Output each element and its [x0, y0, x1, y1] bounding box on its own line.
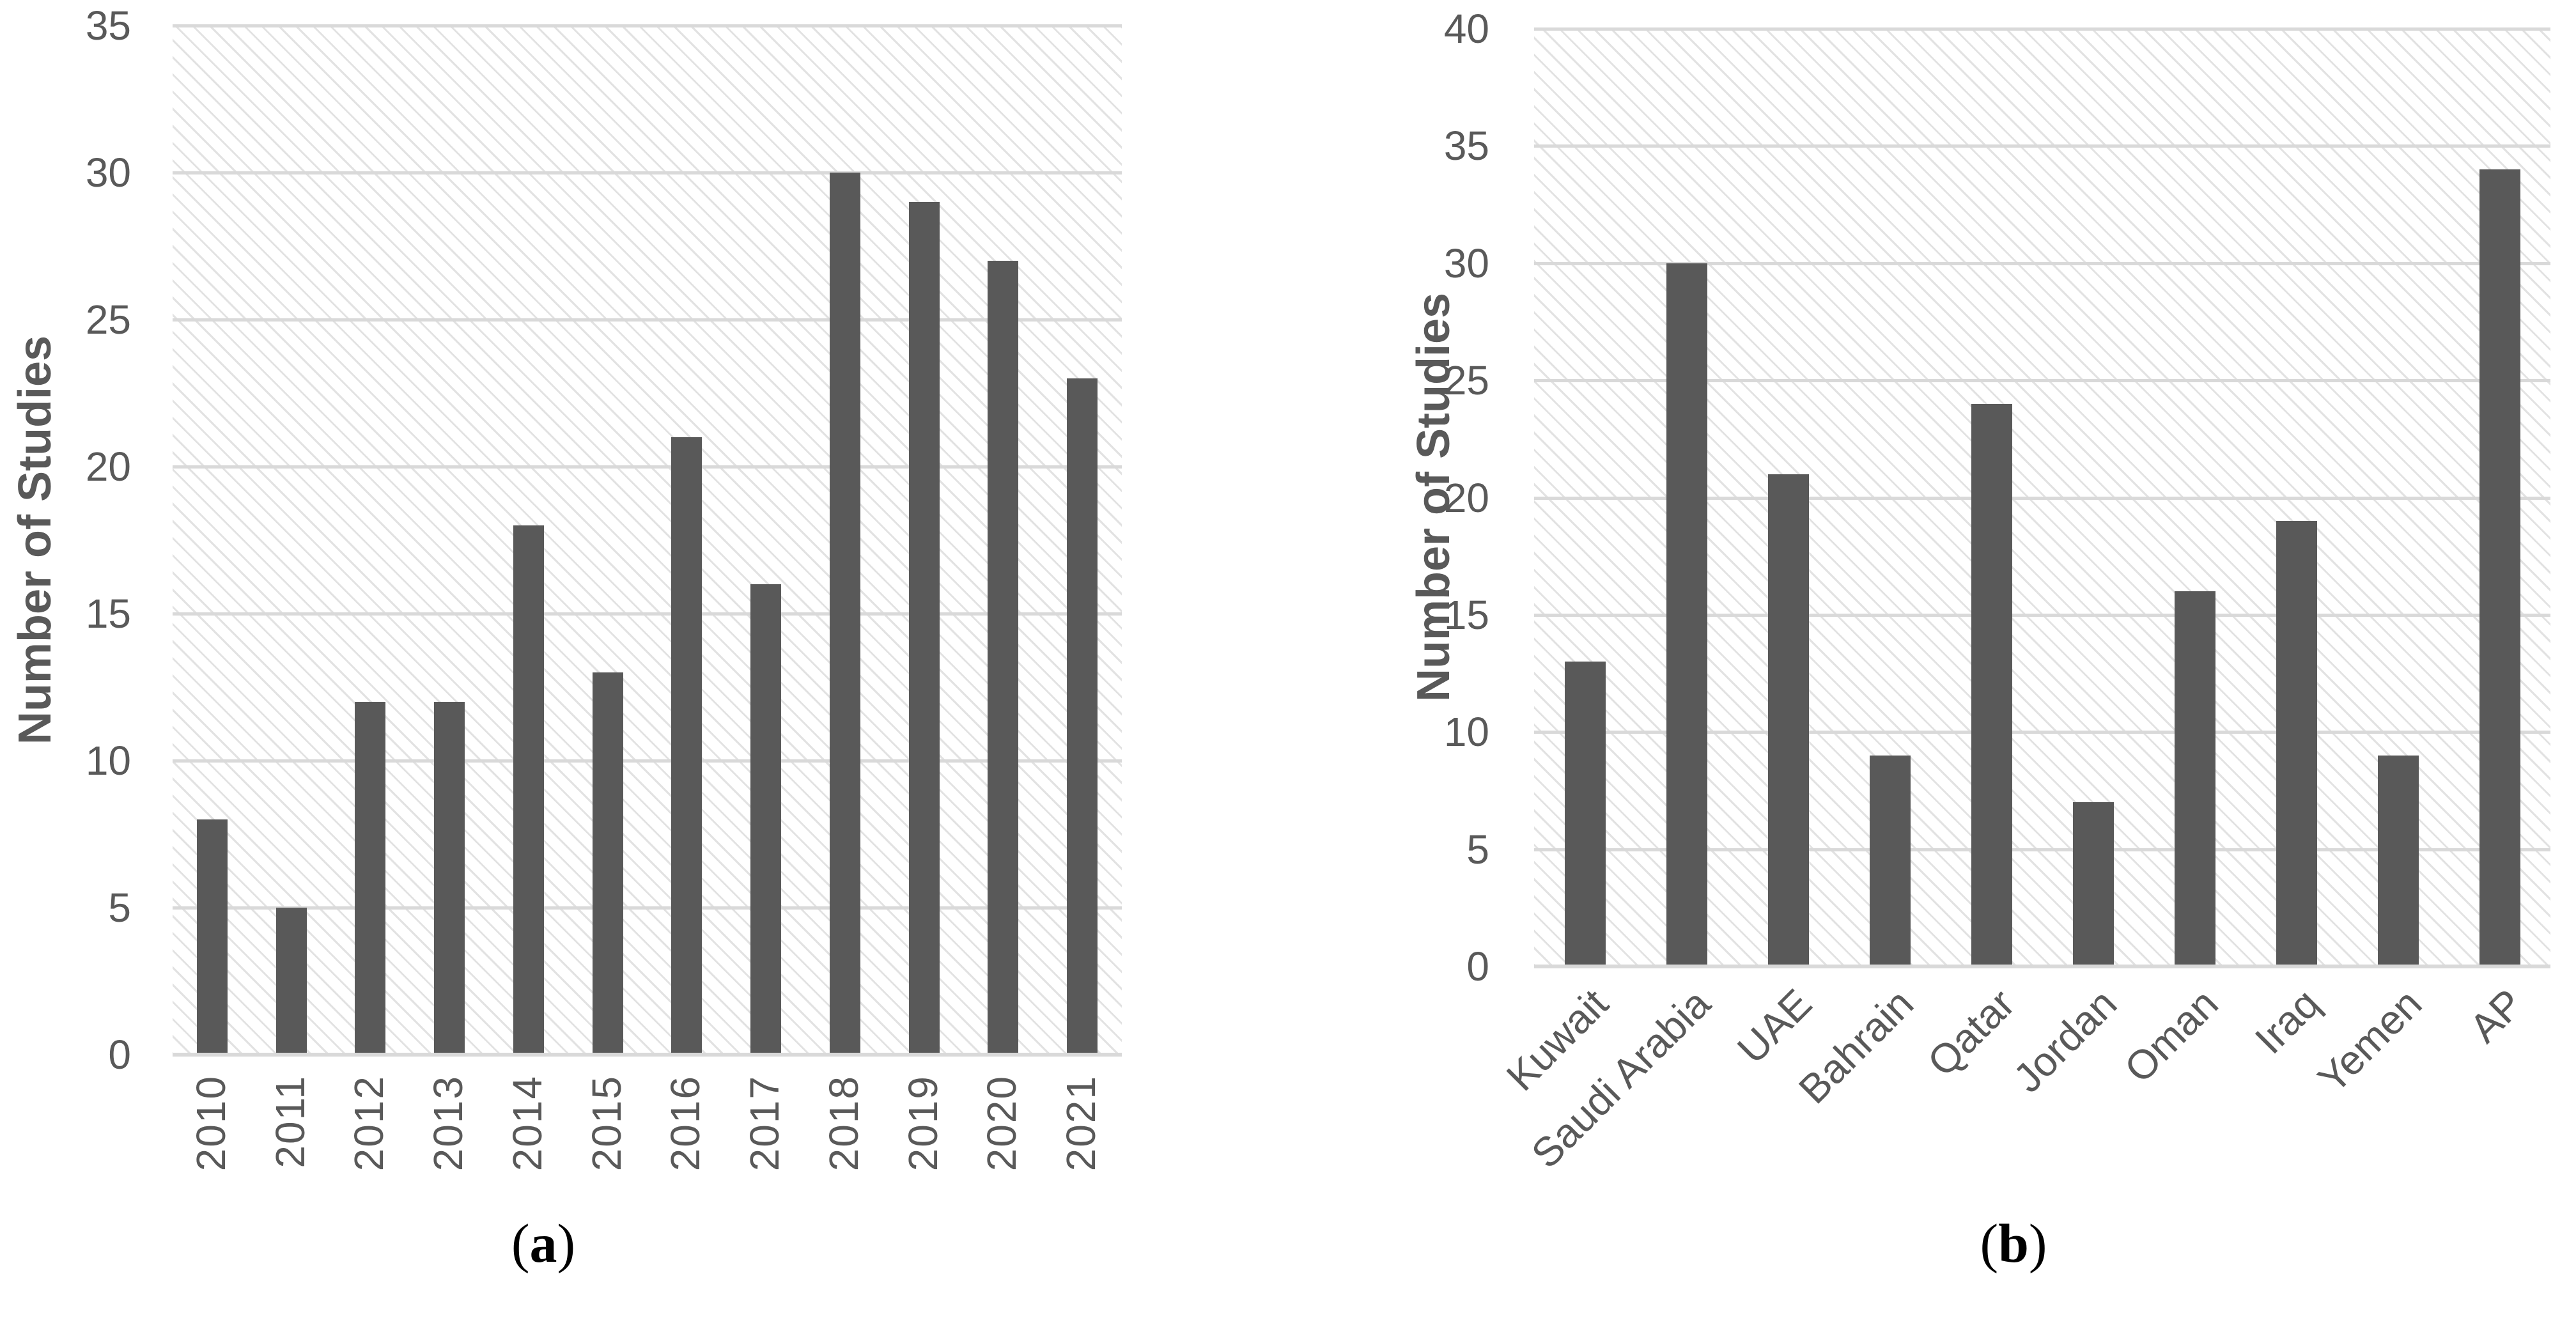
y-tick-b-15: 15: [1443, 591, 1489, 638]
gridline-a-10: [173, 759, 1122, 763]
x-tick-b-uae: UAE: [1728, 980, 1820, 1073]
caption-b: (b): [1860, 1211, 2167, 1275]
gridline-a-35: [173, 24, 1122, 27]
x-tick-b-yemen: Yemen: [2308, 980, 2430, 1102]
caption-a: (a): [390, 1211, 697, 1275]
gridline-a-5: [173, 906, 1122, 910]
bar-a-2018: [829, 173, 860, 1055]
bar-a-2014: [513, 525, 544, 1055]
x-axis-line-a: [173, 1053, 1122, 1057]
bar-b-iraq: [2276, 521, 2317, 966]
bar-a-2020: [988, 261, 1019, 1055]
y-tick-a-30: 30: [85, 150, 131, 196]
gridline-b-20: [1534, 496, 2550, 500]
y-tick-a-10: 10: [85, 738, 131, 784]
gridline-b-15: [1534, 613, 2550, 617]
y-tick-a-35: 35: [85, 3, 131, 49]
y-tick-a-20: 20: [85, 444, 131, 490]
y-tick-a-5: 5: [108, 885, 131, 931]
bar-b-saudi-arabia: [1666, 263, 1707, 966]
caption-b-letter: b: [1998, 1213, 2029, 1274]
x-tick-b-oman: Oman: [2115, 980, 2227, 1092]
x-axis-line-b: [1534, 965, 2550, 968]
bar-a-2019: [908, 202, 940, 1055]
bar-b-ap: [2479, 169, 2520, 966]
gridline-b-30: [1534, 261, 2550, 265]
bar-a-2015: [592, 672, 623, 1055]
caption-a-letter: a: [529, 1213, 557, 1274]
bar-a-2021: [1067, 378, 1098, 1055]
caption-b-close-paren: ): [2028, 1213, 2047, 1274]
x-tick-b-bahrain: Bahrain: [1790, 980, 1922, 1113]
x-tick-b-ap: AP: [2460, 980, 2532, 1051]
bar-b-qatar: [1971, 403, 2012, 966]
bar-b-kuwait: [1564, 662, 1606, 966]
x-tick-b-jordan: Jordan: [2004, 980, 2125, 1101]
x-tick-b-iraq: Iraq: [2246, 980, 2329, 1063]
bar-a-2016: [671, 437, 702, 1055]
caption-a-open-paren: (: [511, 1213, 530, 1274]
y-tick-b-10: 10: [1443, 709, 1489, 756]
gridline-a-20: [173, 465, 1122, 469]
caption-a-close-paren: ): [557, 1213, 576, 1274]
gridline-b-35: [1534, 144, 2550, 148]
caption-b-open-paren: (: [1980, 1213, 1999, 1274]
y-tick-b-0: 0: [1466, 943, 1489, 989]
y-tick-b-20: 20: [1443, 474, 1489, 521]
bar-a-2011: [275, 908, 307, 1055]
bar-b-bahrain: [1869, 755, 1911, 966]
gridline-a-30: [173, 171, 1122, 174]
gridline-b-10: [1534, 731, 2550, 734]
y-tick-b-25: 25: [1443, 357, 1489, 404]
y-tick-a-15: 15: [85, 591, 131, 637]
bar-a-2012: [355, 702, 386, 1055]
bar-b-jordan: [2072, 802, 2114, 966]
y-tick-b-5: 5: [1466, 826, 1489, 872]
gridline-b-40: [1534, 27, 2550, 31]
bar-b-oman: [2174, 591, 2215, 966]
gridline-a-15: [173, 612, 1122, 616]
y-tick-a-0: 0: [108, 1032, 131, 1078]
bar-a-2017: [750, 584, 782, 1055]
bar-a-2013: [434, 702, 465, 1055]
gridline-a-25: [173, 318, 1122, 322]
y-tick-b-30: 30: [1443, 240, 1489, 286]
gridline-b-5: [1534, 848, 2550, 851]
bar-b-uae: [1767, 474, 1809, 966]
bar-a-2010: [196, 819, 228, 1055]
y-tick-b-40: 40: [1443, 6, 1489, 52]
y-tick-a-25: 25: [85, 297, 131, 343]
bar-b-yemen: [2377, 755, 2419, 966]
x-tick-b-saudi-arabia: Saudi Arabia: [1522, 980, 1719, 1177]
plot-area-a: [173, 24, 1122, 1055]
y-tick-b-35: 35: [1443, 123, 1489, 169]
gridline-b-25: [1534, 379, 2550, 383]
